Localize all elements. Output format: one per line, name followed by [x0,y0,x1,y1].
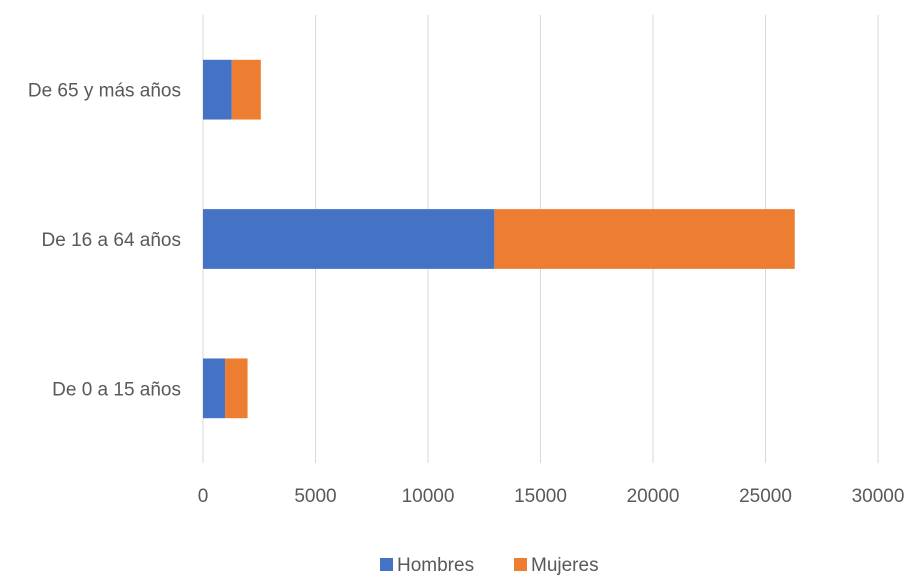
x-tick-label: 5000 [294,486,336,507]
bar-mujeres [231,59,261,120]
bar-hombres [203,209,495,269]
legend-swatch-mujeres [514,558,527,571]
x-axis-tick-labels: 0 5000 10000 15000 20000 25000 30000 [198,486,905,507]
category-labels: De 0 a 15 años De 16 a 64 años De 65 y más… [28,81,181,401]
category-label: De 0 a 15 años [52,379,181,400]
legend-swatch-hombres [380,558,393,571]
bar-hombres [203,358,226,419]
bars [203,59,795,419]
legend-label-mujeres: Mujeres [531,555,599,576]
x-tick-label: 25000 [739,486,792,507]
category-label: De 65 y más años [28,81,181,102]
category-label: De 16 a 64 años [42,230,181,251]
legend: Hombres Mujeres [380,555,599,576]
bar-mujeres [494,209,795,269]
x-tick-label: 20000 [627,486,680,507]
x-tick-label: 30000 [852,486,905,507]
legend-label-hombres: Hombres [397,555,474,576]
x-tick-label: 0 [198,486,209,507]
bar-mujeres [225,358,248,419]
x-tick-label: 15000 [514,486,567,507]
bar-hombres [203,59,232,120]
x-tick-label: 10000 [402,486,455,507]
